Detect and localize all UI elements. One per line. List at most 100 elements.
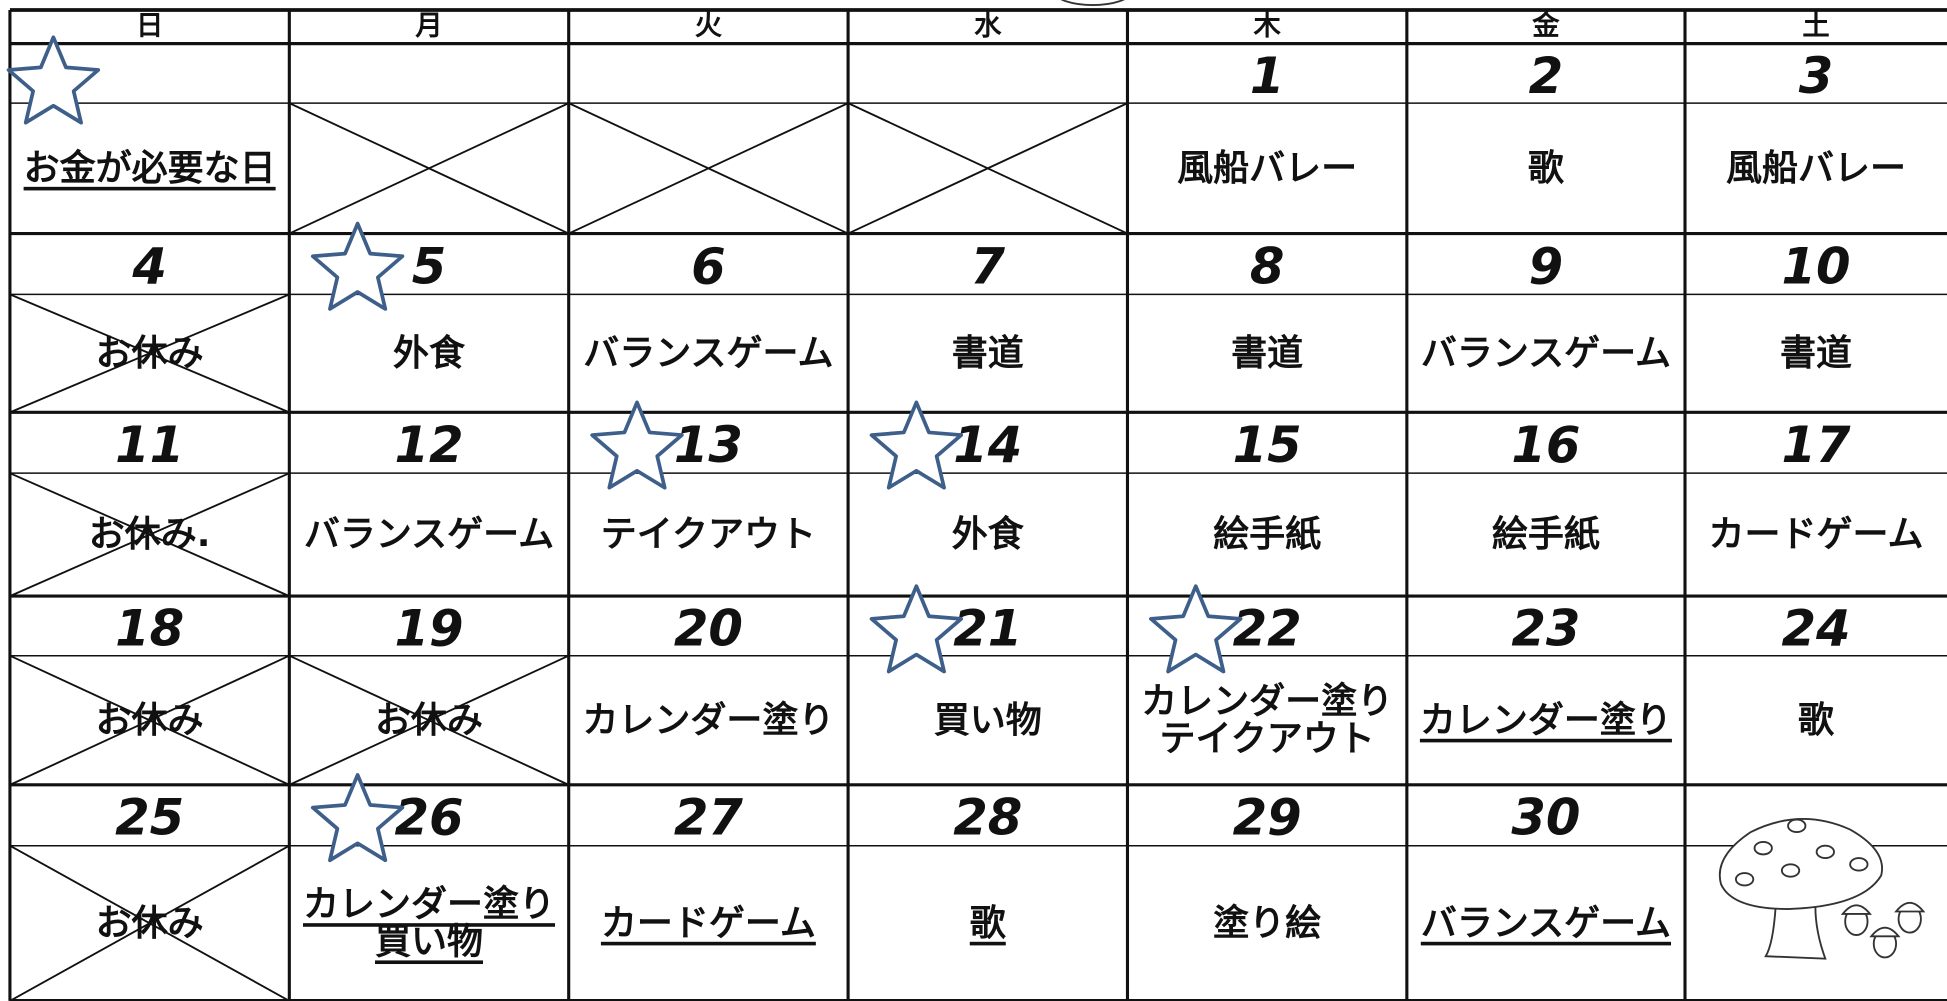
day-number: 27 [674, 789, 744, 847]
day-cell: 12 バランスゲーム [304, 416, 554, 555]
activity-label: カードゲーム [601, 903, 816, 944]
activity-label: 風船バレー [1726, 148, 1906, 189]
day-number: 17 [1781, 416, 1851, 474]
day-number: 28 [953, 789, 1022, 847]
cross-line [9, 844, 290, 1001]
star-icon [310, 221, 405, 311]
activity-label: カレンダー塗り [1420, 699, 1672, 741]
weekday-label: 金 [1531, 10, 1560, 42]
star-icon [590, 400, 684, 490]
day-cell: 3 風船バレー [1726, 47, 1906, 189]
activity-label: バランスゲーム [1421, 333, 1671, 374]
activity-label: カードゲーム [1709, 514, 1924, 555]
activity-label: テイクアウト [1160, 718, 1375, 759]
day-cell: 27 カードゲーム [601, 789, 816, 944]
day-cell: 16 絵手紙 [1492, 416, 1600, 555]
activity-label: 書道 [1231, 333, 1303, 374]
day-number: 22 [1233, 599, 1302, 657]
day-cell: 20 カレンダー塗り [582, 599, 834, 740]
activity-label: 歌 [970, 903, 1007, 944]
activity-label: バランスゲーム [1421, 903, 1671, 944]
activity-label: 買い物 [934, 700, 1042, 741]
activity-label: カレンダー塗り [303, 883, 555, 925]
cross-line [288, 654, 570, 786]
day-cell: 21 買い物 [934, 599, 1042, 740]
day-cell: 11 お休み. [89, 416, 211, 555]
day-cell: 2歌 [1528, 47, 1565, 189]
weekday-label: 月 [414, 11, 442, 42]
grid [8, 8, 1947, 1001]
star-icon [869, 584, 964, 674]
day-cell: 19 お休み [375, 599, 483, 740]
activity-label: バランスゲーム [583, 333, 833, 374]
activity-label: お休み [96, 333, 204, 374]
day-cell: 24 歌 [1781, 599, 1850, 740]
day-number: 8 [1250, 237, 1285, 295]
activity-label: お休み [96, 903, 204, 944]
day-cell: 9 バランスゲーム [1421, 237, 1671, 373]
cross-line [9, 472, 290, 597]
activity-label: 塗り絵 [1213, 902, 1321, 944]
day-number: 1 [1250, 47, 1285, 105]
day-number: 9 [1529, 237, 1564, 295]
day-number: 13 [674, 416, 743, 474]
cross-line [288, 102, 570, 235]
day-number: 10 [1781, 237, 1850, 295]
day-cell: 13 テイクアウト [601, 416, 816, 555]
day-number: 4 [131, 237, 167, 295]
day-number: 12 [394, 416, 463, 474]
activity-label: お金が必要な日 [24, 147, 276, 189]
day-cell: 29 塗り絵 [1213, 789, 1321, 944]
decoration [1060, 0, 1125, 6]
weekday-label: 水 [974, 11, 1002, 42]
day-number: 24 [1781, 599, 1850, 657]
day-cell: 1 風船バレー [1177, 47, 1357, 189]
day-number: 30 [1511, 789, 1580, 847]
cross-line [847, 102, 1128, 235]
day-number: 25 [115, 789, 184, 847]
day-cell: 17 カードゲーム [1709, 416, 1924, 555]
activity-label: 書道 [1780, 333, 1852, 374]
day-cell: 15 絵手紙 [1213, 416, 1321, 555]
activity-label: 書道 [952, 333, 1024, 374]
weekday-label: 日 [136, 11, 163, 42]
day-cell: 5 外食 [393, 237, 466, 373]
mushroom-illustration [1718, 818, 1926, 960]
activity-label: 絵手紙 [1213, 514, 1321, 555]
day-number: 26 [394, 789, 463, 847]
day-number: 3 [1799, 47, 1834, 105]
day-number: 20 [674, 599, 743, 657]
activity-label: 買い物 [375, 921, 483, 962]
weekday-label: 木 [1253, 11, 1282, 42]
cross-line [9, 654, 290, 786]
day-cell: 28 歌 [953, 789, 1022, 944]
activity-label: 絵手紙 [1492, 514, 1600, 555]
day-number: 23 [1511, 599, 1580, 657]
day-cell: 4 お休み [96, 237, 204, 373]
day-cell: 6 バランスゲーム [583, 237, 833, 373]
day-cell: 25 お休み [96, 789, 204, 944]
day-cell: 23 カレンダー塗り [1420, 599, 1672, 740]
activity-label: お休み [375, 700, 483, 741]
weekday-label: 土 [1802, 11, 1829, 42]
cross-line [568, 102, 849, 235]
day-number: 16 [1511, 416, 1580, 474]
day-cell: お金が必要な日 [24, 147, 276, 189]
day-number: 14 [953, 416, 1022, 474]
day-number: 15 [1233, 416, 1302, 474]
activity-label: 歌 [1798, 700, 1835, 741]
activity-label: 風船バレー [1177, 148, 1357, 189]
day-number: 18 [115, 599, 184, 657]
day-number: 29 [1233, 789, 1302, 847]
day-cell: 18 お休み [96, 599, 204, 740]
day-cell: 30 バランスゲーム [1421, 789, 1671, 944]
activity-label: テイクアウト [601, 514, 816, 555]
activity-label: 外食 [393, 333, 466, 374]
day-number: 6 [691, 237, 726, 295]
activity-label: お休み. [89, 514, 211, 555]
activity-label: バランスゲーム [304, 514, 554, 555]
day-number: 21 [953, 599, 1022, 657]
